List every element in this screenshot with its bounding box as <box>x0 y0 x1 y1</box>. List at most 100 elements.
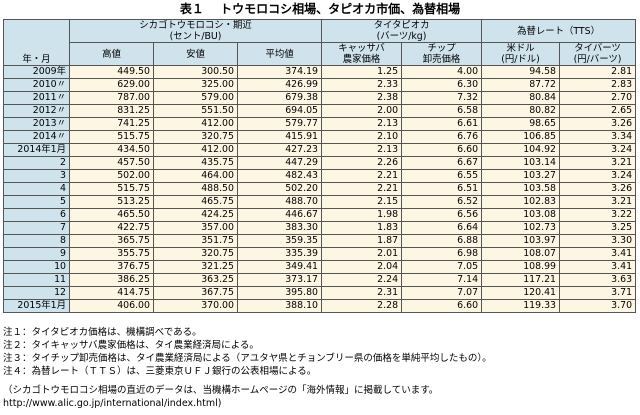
cell-usd: 117.21 <box>481 273 561 287</box>
note-3: 注３：タイチップ卸売価格は、タイ農業経済局による（アユタヤ県とチョンブリー県の価… <box>3 353 492 364</box>
year-month-header: 年・月 <box>3 19 70 66</box>
cell-usd: 103.08 <box>481 208 561 222</box>
table-row: 2014〃 515.75 320.75 415.91 2.10 6.76 106.85 3.3… <box>3 130 637 144</box>
cell-thb: 3.22 <box>559 208 637 222</box>
cell-avg: 694.05 <box>236 104 323 118</box>
cell-avg: 502.20 <box>236 182 323 196</box>
cell-usd: 108.99 <box>481 260 561 274</box>
cell-farm: 2.21 <box>321 169 403 183</box>
cell-high: 741.25 <box>69 117 154 131</box>
cell-chip: 6.55 <box>401 169 483 183</box>
chicago-corn-title: シカゴトウモロコシ・期近 <box>139 20 252 32</box>
cell-low: 424.25 <box>153 208 238 222</box>
cell-farm: 2.13 <box>321 143 403 157</box>
table-row: 7 422.75 357.00 383.30 1.83 6.64 102.73 3.25 <box>3 221 637 235</box>
cell-thb: 3.63 <box>559 273 637 287</box>
cell-farm: 2.38 <box>321 91 403 105</box>
cell-usd: 103.97 <box>481 234 561 248</box>
cell-avg: 395.80 <box>236 286 323 300</box>
thb-line2: (円/バーツ) <box>573 54 622 65</box>
row-label: 4 <box>3 182 70 196</box>
note-1: 注１：タイタピオカ価格は、機構調べである。 <box>3 327 202 338</box>
cell-farm: 2.01 <box>321 247 403 261</box>
table-title-text: トウモロコシ相場、タピオカ市価、為替相場 <box>220 2 461 16</box>
cell-low: 320.75 <box>153 247 238 261</box>
cell-farm: 2.10 <box>321 130 403 144</box>
table-row: 2013〃 741.25 412.00 579.77 2.13 6.61 98.65 3.26 <box>3 117 637 131</box>
notes-section: 注１：タイタピオカ価格は、機構調べである。 注２：タイキャッサバ農家価格は、タイ… <box>3 326 637 410</box>
cell-farm: 2.15 <box>321 195 403 209</box>
usd-header: 米ドル (円/ドル) <box>481 42 561 66</box>
cell-low: 464.00 <box>153 169 238 183</box>
table-row: 8 365.75 351.75 359.35 1.87 6.88 103.97 3.30 <box>3 234 637 248</box>
cell-usd: 119.33 <box>481 299 561 313</box>
chicago-corn-unit: (セント/BU) <box>169 31 222 42</box>
cell-low: 357.00 <box>153 221 238 235</box>
row-label: 12 <box>3 286 70 300</box>
table-row: 2011〃 787.00 579.00 679.38 2.38 7.32 80.84 2.70 <box>3 91 637 105</box>
cell-avg: 426.99 <box>236 78 323 92</box>
table-number: 表１ <box>179 2 204 16</box>
cell-low: 465.75 <box>153 195 238 209</box>
row-label: 5 <box>3 195 70 209</box>
table-title: 表１ トウモロコシ相場、タピオカ市価、為替相場 <box>0 1 640 17</box>
cell-usd: 108.07 <box>481 247 561 261</box>
chicago-corn-header: シカゴトウモロコシ・期近 (セント/BU) <box>68 19 323 43</box>
cell-thb: 3.24 <box>559 143 637 157</box>
cell-chip: 7.05 <box>401 260 483 274</box>
footer-link[interactable]: http://www.alic.go.jp/international/inde… <box>3 398 222 409</box>
cell-thb: 3.34 <box>559 130 637 144</box>
cell-farm: 2.26 <box>321 156 403 170</box>
cell-high: 376.75 <box>69 260 154 274</box>
table-row: 2010〃 629.00 325.00 426.99 2.33 6.30 87.72 2.83 <box>3 78 637 92</box>
cell-chip: 6.51 <box>401 182 483 196</box>
note-2: 注２：タイキャッサバ農家価格は、タイ農業経済局による。 <box>3 340 259 351</box>
table-row: 2012〃 831.25 551.50 694.05 2.00 6.58 80.82 2.65 <box>3 104 637 118</box>
cell-chip: 6.98 <box>401 247 483 261</box>
cell-high: 515.75 <box>69 182 154 196</box>
cell-thb: 3.41 <box>559 260 637 274</box>
cell-low: 579.00 <box>153 91 238 105</box>
cell-farm: 1.98 <box>321 208 403 222</box>
row-label: 8 <box>3 234 70 248</box>
tapioca-title: タイタピオカ <box>373 20 430 32</box>
cell-avg: 374.19 <box>236 65 323 79</box>
high-header: 高値 <box>69 42 154 66</box>
cell-farm: 2.21 <box>321 182 403 196</box>
cell-farm: 2.31 <box>321 286 403 300</box>
cell-high: 465.50 <box>69 208 154 222</box>
cell-usd: 103.27 <box>481 169 561 183</box>
cell-chip: 6.60 <box>401 143 483 157</box>
thb-header: タイバーツ (円/バーツ) <box>559 42 637 66</box>
cell-low: 412.00 <box>153 117 238 131</box>
cell-low: 363.25 <box>153 273 238 287</box>
cell-high: 513.25 <box>69 195 154 209</box>
cell-avg: 359.35 <box>236 234 323 248</box>
cell-high: 414.75 <box>69 286 154 300</box>
cell-avg: 679.38 <box>236 91 323 105</box>
table-row: 2 457.50 435.75 447.29 2.26 6.67 103.14 3.21 <box>3 156 637 170</box>
cell-usd: 94.58 <box>481 65 561 79</box>
cell-avg: 388.10 <box>236 299 323 313</box>
cell-avg: 488.70 <box>236 195 323 209</box>
cell-avg: 349.41 <box>236 260 323 274</box>
cell-thb: 3.21 <box>559 156 637 170</box>
cell-high: 457.50 <box>69 156 154 170</box>
cell-avg: 415.91 <box>236 130 323 144</box>
price-table: 年・月 シカゴトウモロコシ・期近 (セント/BU) タイタピオカ (バーツ/kg… <box>3 19 637 313</box>
cell-chip: 6.88 <box>401 234 483 248</box>
tapioca-header: タイタピオカ (バーツ/kg) <box>321 19 483 43</box>
cell-chip: 6.58 <box>401 104 483 118</box>
cell-farm: 1.83 <box>321 221 403 235</box>
usd-line1: 米ドル <box>506 43 535 55</box>
cell-chip: 6.56 <box>401 208 483 222</box>
low-header: 安値 <box>153 42 238 66</box>
cell-usd: 98.65 <box>481 117 561 131</box>
chip-wholesale-header: チップ 卸売価格 <box>401 42 483 66</box>
avg-header: 平均値 <box>236 42 323 66</box>
row-label: 2013〃 <box>3 117 70 131</box>
cell-thb: 3.26 <box>559 117 637 131</box>
cell-thb: 3.70 <box>559 299 637 313</box>
cell-high: 422.75 <box>69 221 154 235</box>
cell-thb: 3.30 <box>559 234 637 248</box>
